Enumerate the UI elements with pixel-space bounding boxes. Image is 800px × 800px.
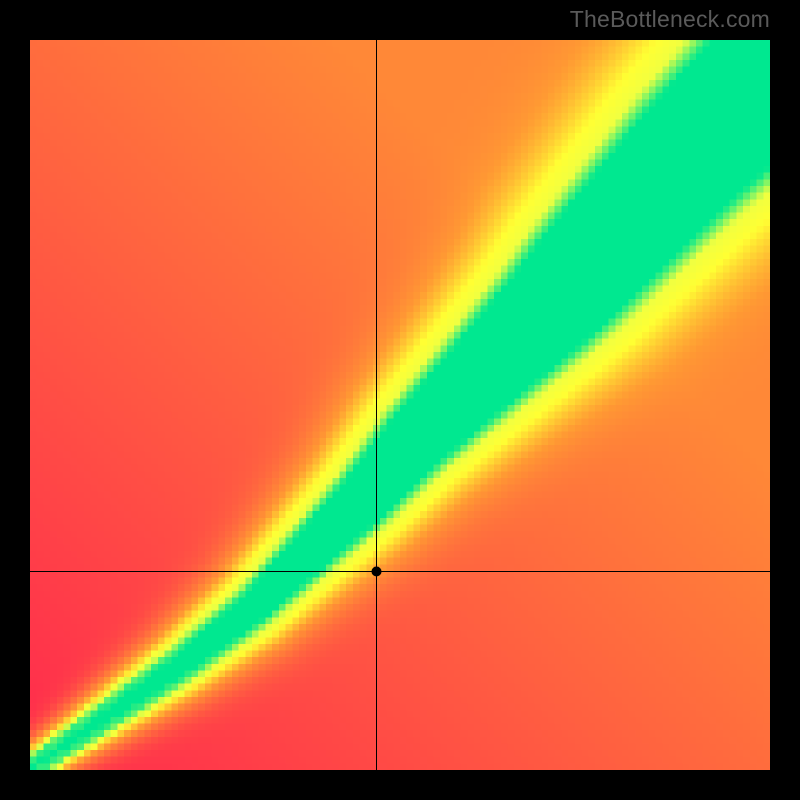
- watermark-text: TheBottleneck.com: [570, 6, 770, 33]
- heatmap-canvas: [30, 40, 770, 770]
- chart-frame: TheBottleneck.com: [0, 0, 800, 800]
